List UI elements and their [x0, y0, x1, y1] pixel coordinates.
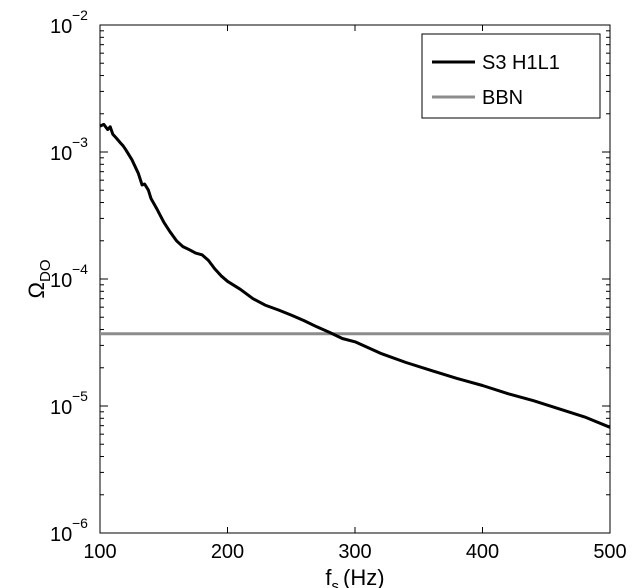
x-axis-label: fs (Hz) [325, 565, 384, 588]
y-tick-label: 10 [50, 397, 72, 419]
legend-label-bbn: BBN [482, 87, 523, 109]
x-tick-label: 500 [593, 541, 626, 563]
legend-label-s3-h1l1: S3 H1L1 [482, 52, 560, 74]
series-layer [99, 122, 611, 429]
y-tick-label: 10 [50, 143, 72, 165]
legend: S3 H1L1 BBN [421, 33, 601, 119]
x-axis-label-main: f [325, 565, 332, 588]
series-line-s3-h1l1 [99, 122, 611, 429]
y-tick-label-exponent: −6 [72, 515, 88, 531]
y-axis-label: ΩDO [24, 260, 54, 299]
x-tick-label: 300 [338, 541, 371, 563]
y-tick-label-exponent: −5 [72, 388, 88, 404]
y-axis-label-sub: DO [37, 260, 54, 283]
y-tick-label-exponent: −4 [72, 261, 88, 277]
y-tick-label-exponent: −2 [72, 7, 88, 23]
y-tick-label-exponent: −3 [72, 134, 88, 150]
y-tick-label: 10 [50, 16, 72, 38]
x-axis-label-unit: (Hz) [343, 565, 385, 588]
y-tick-label: 10 [50, 270, 72, 292]
x-axis-label-sub: s [332, 578, 340, 588]
x-tick-label: 200 [211, 541, 244, 563]
legend-box [421, 33, 601, 119]
y-axis-label-main: Ω [24, 282, 49, 298]
x-tick-label: 400 [466, 541, 499, 563]
x-tick-label: 100 [83, 541, 116, 563]
y-tick-label: 10 [50, 524, 72, 546]
